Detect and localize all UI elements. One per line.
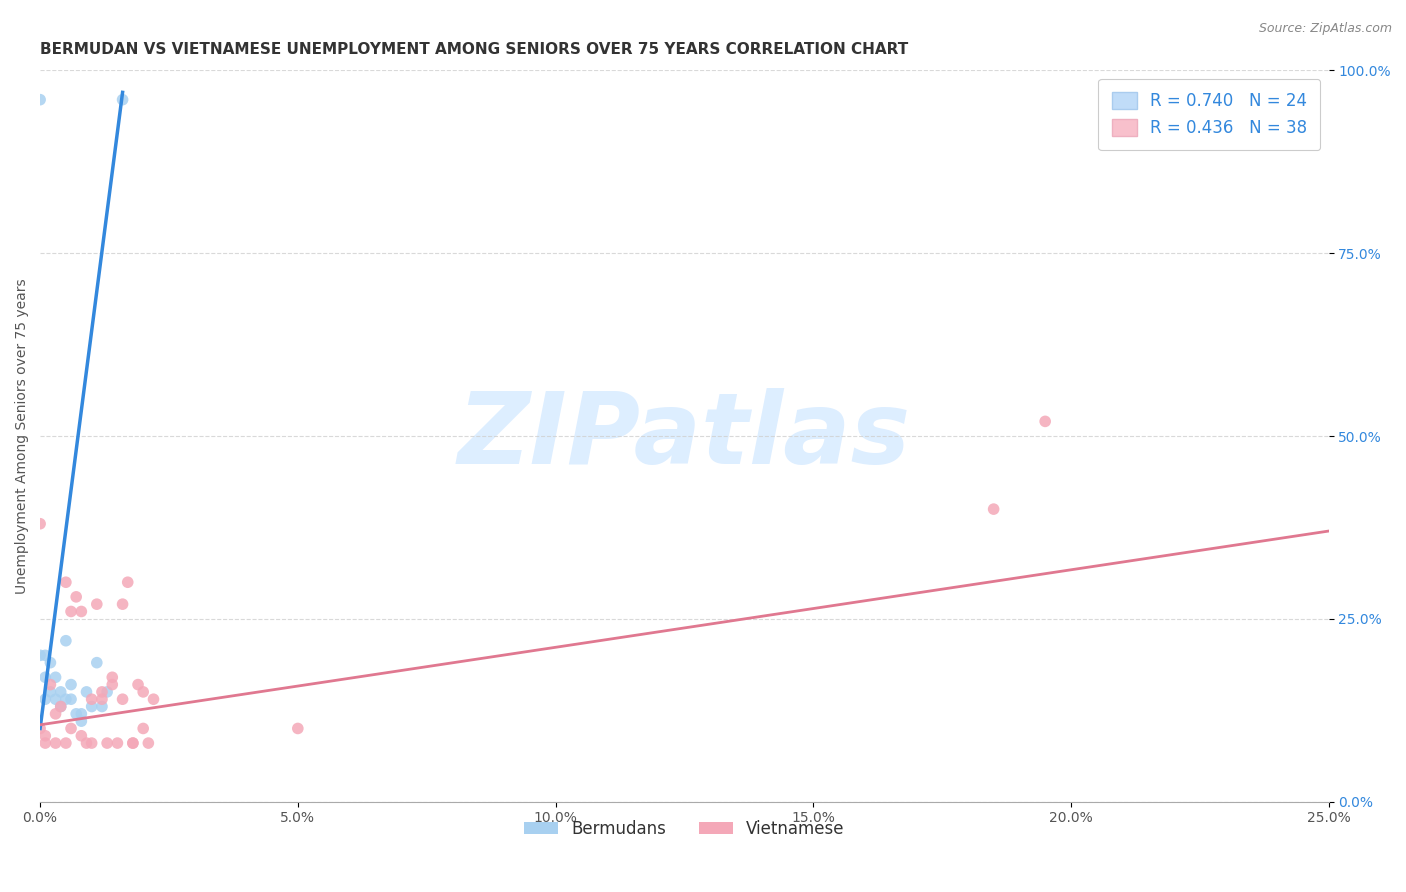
Point xyxy=(91,692,114,706)
Y-axis label: Unemployment Among Seniors over 75 years: Unemployment Among Seniors over 75 years xyxy=(15,278,30,594)
Point xyxy=(76,685,98,699)
Point xyxy=(34,736,56,750)
Point xyxy=(80,692,103,706)
Point xyxy=(49,699,72,714)
Point xyxy=(30,93,52,107)
Point xyxy=(142,692,165,706)
Point xyxy=(96,736,118,750)
Point xyxy=(138,736,160,750)
Point xyxy=(30,648,52,663)
Point xyxy=(86,597,108,611)
Point xyxy=(111,597,134,611)
Point xyxy=(45,670,67,684)
Point xyxy=(86,656,108,670)
Point xyxy=(45,692,67,706)
Point xyxy=(91,685,114,699)
Point xyxy=(132,722,155,736)
Point xyxy=(122,736,145,750)
Point xyxy=(45,736,67,750)
Point xyxy=(34,648,56,663)
Point xyxy=(34,692,56,706)
Text: ZIPatlas: ZIPatlas xyxy=(458,387,911,484)
Point xyxy=(55,633,77,648)
Point xyxy=(287,722,309,736)
Point xyxy=(49,699,72,714)
Point xyxy=(60,677,83,691)
Point xyxy=(30,722,52,736)
Point xyxy=(101,677,124,691)
Point xyxy=(34,670,56,684)
Point xyxy=(65,590,87,604)
Point xyxy=(55,692,77,706)
Point xyxy=(70,706,93,721)
Point xyxy=(80,736,103,750)
Point xyxy=(70,605,93,619)
Point xyxy=(122,736,145,750)
Legend: Bermudans, Vietnamese: Bermudans, Vietnamese xyxy=(517,814,851,845)
Point xyxy=(45,706,67,721)
Point xyxy=(30,516,52,531)
Point xyxy=(39,677,62,691)
Point xyxy=(49,685,72,699)
Point xyxy=(117,575,139,590)
Point xyxy=(127,677,149,691)
Point xyxy=(70,729,93,743)
Point xyxy=(39,656,62,670)
Point xyxy=(76,736,98,750)
Text: Source: ZipAtlas.com: Source: ZipAtlas.com xyxy=(1258,22,1392,36)
Point xyxy=(65,706,87,721)
Text: BERMUDAN VS VIETNAMESE UNEMPLOYMENT AMONG SENIORS OVER 75 YEARS CORRELATION CHAR: BERMUDAN VS VIETNAMESE UNEMPLOYMENT AMON… xyxy=(41,42,908,57)
Point xyxy=(101,670,124,684)
Point xyxy=(91,699,114,714)
Point xyxy=(1033,414,1056,428)
Point xyxy=(111,692,134,706)
Point xyxy=(132,685,155,699)
Point xyxy=(60,692,83,706)
Point xyxy=(70,714,93,728)
Point xyxy=(60,605,83,619)
Point xyxy=(96,685,118,699)
Point xyxy=(80,699,103,714)
Point xyxy=(111,93,134,107)
Point xyxy=(34,729,56,743)
Point xyxy=(55,736,77,750)
Point xyxy=(39,685,62,699)
Point xyxy=(60,722,83,736)
Point xyxy=(55,575,77,590)
Point xyxy=(983,502,1005,516)
Point xyxy=(107,736,129,750)
